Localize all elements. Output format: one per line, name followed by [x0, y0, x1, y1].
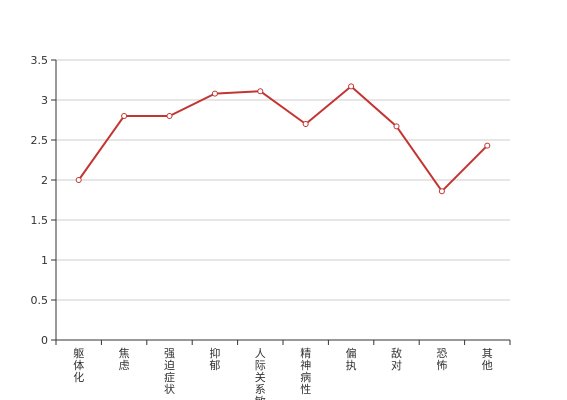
grid-lines — [56, 59, 510, 301]
x-tick-label: 抑郁 — [209, 346, 220, 372]
x-tick-label: 人际关系敏感 — [255, 347, 266, 400]
series — [75, 83, 491, 195]
data-point[interactable] — [211, 90, 218, 97]
y-tick-label: 3.5 — [31, 54, 49, 67]
x-tick-label: 恐怖 — [436, 347, 447, 372]
y-tick-label: 2 — [41, 174, 48, 187]
series-line — [77, 85, 489, 193]
x-tick-label: 其他 — [482, 347, 493, 372]
y-axis-ticks: 0 0.5 1 1.5 2 2.5 3 3.5 — [31, 54, 56, 347]
x-axis-ticks: 躯体化 焦虑 强迫症状 抑郁 人际关系敏感 精神病性 偏执 敌对 恐怖 其他 — [55, 340, 511, 400]
y-tick-label: 1.5 — [31, 214, 49, 227]
data-point[interactable] — [348, 83, 355, 90]
axes — [55, 60, 510, 341]
x-tick-label: 敌对 — [391, 346, 402, 372]
data-point[interactable] — [302, 121, 309, 127]
y-tick-label: 0 — [41, 334, 48, 347]
data-point[interactable] — [75, 177, 82, 183]
x-tick-label: 偏执 — [346, 346, 357, 372]
y-tick-label: 1 — [41, 254, 48, 267]
y-tick-label: 2.5 — [31, 134, 49, 147]
y-tick-label: 0.5 — [31, 294, 49, 307]
data-point[interactable] — [393, 123, 400, 130]
data-point[interactable] — [121, 113, 128, 119]
x-tick-label: 躯体化 — [73, 347, 84, 384]
y-tick-label: 3 — [41, 94, 48, 107]
data-point[interactable] — [484, 142, 491, 149]
x-tick-label: 强迫症状 — [164, 347, 175, 396]
data-point[interactable] — [438, 188, 445, 195]
data-point[interactable] — [166, 113, 173, 119]
data-point[interactable] — [257, 88, 264, 95]
x-tick-label: 焦虑 — [119, 347, 130, 372]
x-tick-label: 精神病性 — [300, 347, 311, 396]
